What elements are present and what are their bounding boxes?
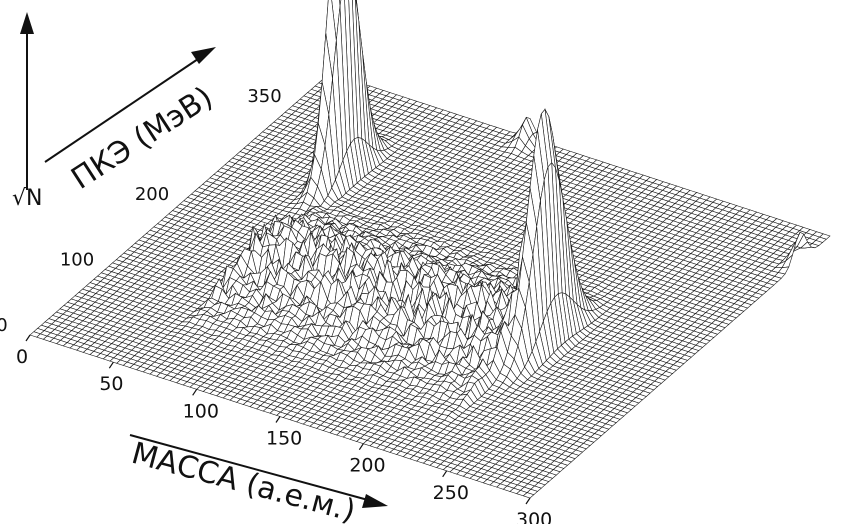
surface-mesh	[29, 0, 831, 499]
